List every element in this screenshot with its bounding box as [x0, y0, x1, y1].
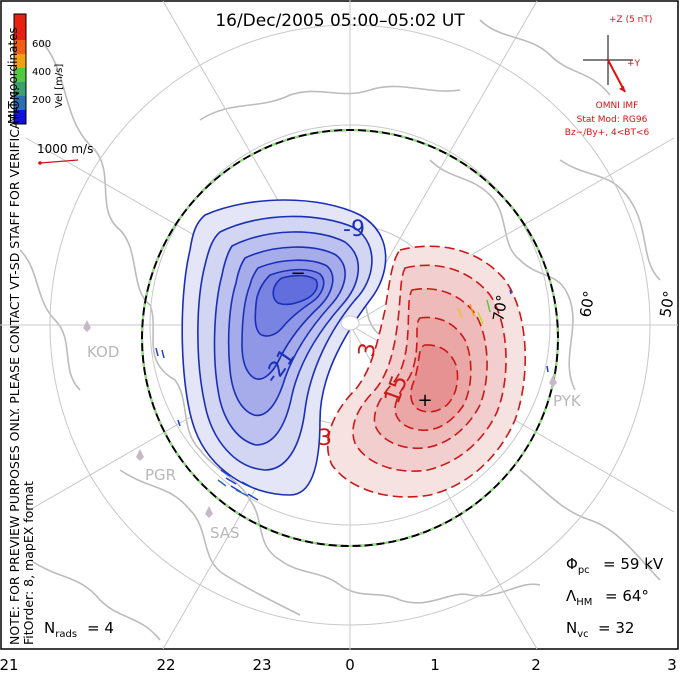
colorbar-label: Vel [m/s] [54, 64, 65, 108]
contour-label-minus-9: -9 [343, 217, 365, 242]
colorbar-tick-600: 600 [32, 39, 51, 50]
imf-arrowhead [619, 86, 625, 92]
colorbar [13, 13, 27, 125]
mlt-tick-23: 23 [252, 656, 271, 674]
lambda-hm-symbol: ΛHM [566, 587, 592, 608]
vector-scale-dot [38, 161, 42, 165]
station-label-pgr: PGR [145, 466, 176, 484]
imf-condition: Bz−/By+, 4<BT<6 [565, 128, 650, 138]
station-markers [83, 320, 557, 518]
positive-potential-cell [327, 245, 527, 498]
mlt-tick-2: 2 [531, 656, 541, 674]
n-rads-symbol: Nrads [44, 619, 77, 640]
latitude-label-60: 60° [576, 289, 598, 318]
mlt-tick-3: 3 [667, 656, 677, 674]
imf-z-label: +Z (5 nT) [609, 15, 652, 25]
colorbar-tick-400: 400 [32, 67, 51, 78]
fit-info: FitOrder: 8, mapEX format [21, 481, 36, 645]
imf-model: Stat Mod: RG96 [577, 115, 648, 125]
mlt-tick-21: 21 [0, 656, 19, 674]
station-label-pyk: PYK [553, 392, 582, 410]
latitude-label-70: 70° [489, 293, 511, 322]
phi-pc-symbol: Φpc [566, 555, 590, 576]
lambda-hm-value: = 64° [605, 587, 649, 605]
verification-note: NOTE: FOR PREVIEW PURPOSES ONLY. PLEASE … [7, 87, 22, 645]
n-vc-symbol: Nvc [566, 619, 589, 640]
imf-vector [607, 59, 626, 93]
potential-maximum-marker: + [417, 390, 432, 411]
hm-boundary-dash [141, 129, 559, 547]
station-label-kod: KOD [87, 343, 119, 361]
mlt-tick-0: 0 [345, 656, 355, 674]
contour-label-3-upper: 3 [354, 341, 381, 359]
imf-y-label: +Y [627, 59, 641, 69]
n-rads-value: = 4 [87, 619, 114, 637]
pole-region [340, 315, 360, 331]
station-label-sas: SAS [210, 524, 240, 542]
latitude-label-50: 50° [656, 289, 678, 318]
coordinate-system-label: MLT coordinates [6, 27, 20, 124]
n-vc-value: = 32 [598, 619, 634, 637]
map-title: 16/Dec/2005 05:00–05:02 UT [215, 11, 465, 31]
mlt-tick-22: 22 [156, 656, 175, 674]
colorbar-tick-200: 200 [32, 95, 51, 106]
velocity-vectors [155, 289, 549, 501]
vector-scale-label: 1000 m/s [37, 142, 93, 156]
mlt-tick-1: 1 [430, 656, 440, 674]
contour-label-3-lower: 3 [318, 426, 332, 451]
negative-potential-cell [181, 199, 387, 496]
imf-source: OMNI IMF [596, 101, 639, 111]
vector-scale-bar [39, 159, 79, 164]
phi-pc-value: = 59 kV [603, 555, 664, 573]
potential-minimum-marker: − [290, 263, 305, 284]
